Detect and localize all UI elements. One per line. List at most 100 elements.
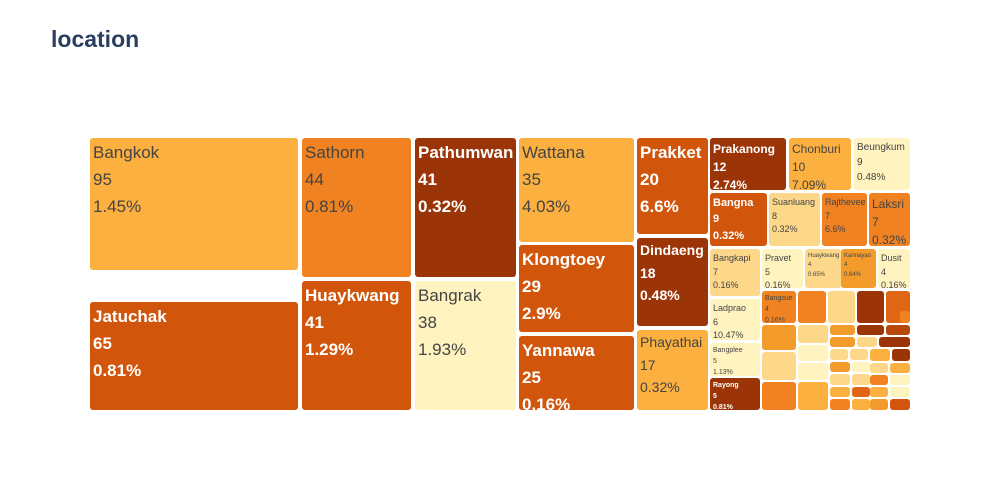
treemap-tile-small[interactable] (852, 362, 870, 372)
treemap-tile-small[interactable] (852, 374, 870, 385)
tile-label: Prakanong (713, 142, 776, 156)
treemap-tile[interactable]: Bangplee 5 1.13% (710, 343, 760, 376)
tile-label: Bangplee (713, 347, 743, 354)
treemap-tile[interactable]: Kannayao 4 0.64% (841, 249, 876, 288)
treemap-tile-small[interactable] (798, 382, 828, 410)
treemap-tile-small[interactable] (830, 362, 850, 372)
treemap-tile-small[interactable] (892, 349, 910, 361)
tile-value: 10 (792, 159, 806, 174)
treemap-tile-small[interactable] (830, 337, 855, 347)
treemap-tile[interactable]: Prakket 20 6.6% (637, 138, 708, 234)
treemap-tile[interactable]: Jatuchak 65 0.81% (90, 302, 298, 410)
tile-value: 18 (640, 264, 656, 281)
tile-label: Bangkok (93, 143, 160, 162)
tile-label: Klongtoey (522, 250, 606, 269)
treemap-tile[interactable]: Wattana 35 4.03% (519, 138, 634, 242)
treemap-tile-small[interactable] (870, 363, 888, 373)
treemap-tile-small[interactable] (798, 325, 828, 343)
tile-value: 20 (640, 169, 659, 189)
treemap-tile[interactable]: Huaykwang 41 1.29% (302, 281, 411, 410)
tile-label: Bangsue (765, 295, 793, 302)
tile-value: 65 (93, 333, 112, 353)
treemap-tile-small[interactable] (852, 387, 870, 397)
treemap-tile[interactable]: Bangkapi 7 0.16% (710, 249, 760, 296)
treemap-tile-small[interactable] (870, 399, 888, 410)
treemap-tile-small[interactable] (830, 387, 850, 397)
treemap-tile[interactable]: Rayong 5 0.81% (710, 378, 760, 410)
treemap-tile-small[interactable] (762, 382, 796, 410)
treemap-tile[interactable]: Dindaeng 18 0.48% (637, 238, 708, 326)
treemap-tile-small[interactable] (890, 387, 910, 397)
treemap-tile-small[interactable] (830, 374, 850, 385)
treemap-tile-small[interactable] (890, 375, 910, 385)
tile-percent: 0.81% (713, 403, 733, 410)
tile-label: Pravet (765, 253, 792, 263)
treemap-tile-small[interactable] (828, 291, 855, 323)
treemap-tile[interactable]: Bangrak 38 1.93% (415, 281, 516, 410)
treemap-tile-small[interactable] (798, 291, 826, 323)
tile-percent: 0.81% (305, 196, 354, 216)
treemap-tile-small[interactable] (870, 375, 888, 385)
treemap-tile-small[interactable] (879, 337, 910, 347)
tile-percent: 0.16% (881, 280, 907, 288)
treemap-tile[interactable]: Suanluang 8 0.32% (769, 193, 820, 246)
treemap-tile[interactable]: Bangkok 95 1.45% (90, 138, 298, 270)
treemap-tile-small[interactable] (870, 349, 890, 361)
treemap-tile[interactable]: Prakanong 12 2.74% (710, 138, 786, 190)
treemap-tile[interactable]: Bangsue 4 0.16% (762, 291, 796, 323)
treemap-tile-small[interactable] (857, 325, 884, 335)
tile-percent: 6.6% (640, 196, 679, 216)
treemap-tile[interactable]: Rajthevee 7 6.6% (822, 193, 867, 246)
treemap-tile-small[interactable] (890, 399, 910, 410)
treemap-tile[interactable]: Huaykwang 4 0.65% (805, 249, 841, 288)
tile-label: Rajthevee (825, 197, 866, 207)
tile-label: Huaykwang (808, 253, 840, 259)
tile-percent: 0.48% (640, 287, 680, 304)
treemap-tile-small[interactable] (830, 325, 855, 335)
treemap-tile-small[interactable] (798, 345, 828, 361)
tile-label: Dusit (881, 253, 902, 263)
tile-value: 41 (305, 312, 324, 332)
tile-percent: 1.13% (713, 368, 733, 376)
treemap-tile-small[interactable] (886, 325, 910, 335)
chart-title: location (51, 26, 140, 52)
treemap-tile-small[interactable] (870, 387, 888, 397)
treemap-tile[interactable]: Laksri 7 0.32% (869, 193, 910, 246)
treemap-tile-small[interactable] (852, 399, 870, 410)
treemap-tile-small[interactable] (890, 363, 910, 373)
treemap-tile-small[interactable] (762, 325, 796, 350)
treemap-tile[interactable]: Yannawa 25 0.16% (519, 336, 634, 410)
treemap-tile-small[interactable] (857, 337, 877, 347)
tile-value: 25 (522, 367, 541, 387)
treemap-tile-small[interactable] (830, 349, 848, 360)
treemap-tile[interactable]: Pravet 5 0.16% (762, 249, 803, 288)
treemap-tile-small[interactable] (850, 349, 868, 360)
tile-value: 44 (305, 169, 324, 189)
tile-value: 4 (844, 262, 848, 269)
tile-value: 95 (93, 169, 112, 189)
treemap-tile-small[interactable] (798, 363, 828, 380)
tile-percent: 0.32% (418, 196, 467, 216)
treemap-tile-small[interactable] (900, 311, 910, 323)
tile-label: Pathumwan (418, 143, 514, 162)
treemap-tile[interactable]: Pathumwan 41 0.32% (415, 138, 516, 277)
tile-percent: 7.09% (792, 177, 827, 190)
treemap-tile-small[interactable] (857, 291, 884, 323)
tile-value: 41 (418, 169, 437, 189)
tile-percent: 0.81% (93, 360, 142, 380)
treemap-tile[interactable]: Beungkum 9 0.48% (854, 138, 910, 190)
treemap-tile[interactable]: Phayathai 17 0.32% (637, 330, 708, 410)
treemap-tile[interactable]: Klongtoey 29 2.9% (519, 245, 634, 332)
tile-value: 5 (765, 266, 771, 277)
treemap-tile[interactable]: Ladprao 6 10.47% (710, 299, 760, 340)
treemap-tile[interactable]: Bangna 9 0.32% (710, 193, 767, 246)
treemap-tile[interactable]: Dusit 4 0.16% (878, 249, 910, 288)
treemap-tile[interactable]: Sathorn 44 0.81% (302, 138, 411, 277)
tile-value: 7 (713, 266, 719, 277)
tile-percent: 10.47% (713, 330, 744, 340)
tile-percent: 0.48% (857, 172, 886, 183)
treemap-tile-small[interactable] (762, 352, 796, 380)
treemap-tile[interactable]: Chonburi 10 7.09% (789, 138, 851, 190)
tile-value: 9 (713, 213, 720, 226)
treemap-tile-small[interactable] (830, 399, 850, 410)
